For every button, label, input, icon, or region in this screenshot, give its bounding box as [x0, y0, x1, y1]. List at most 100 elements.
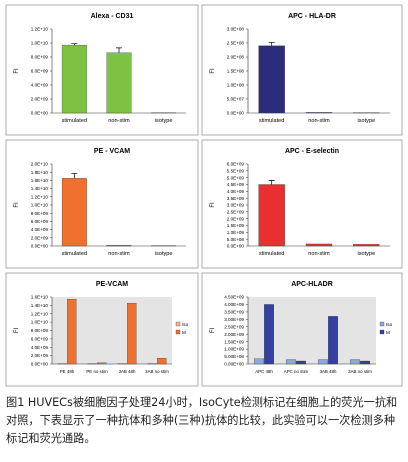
y-tick-label: 1.6E+10	[31, 295, 49, 300]
x-tick-label: PE 48h	[60, 369, 75, 374]
bar	[61, 44, 87, 114]
bar	[67, 298, 77, 365]
chart-title: APC-HLADR	[291, 281, 333, 288]
y-tick-label: 0.0E+00	[31, 244, 49, 249]
chart-title: PE - VCAM	[94, 148, 130, 155]
y-tick-label: 2.0E+10	[31, 162, 49, 167]
x-tick-label: stimulated	[62, 251, 88, 257]
y-tick-label: 5.0E+07	[227, 97, 245, 102]
y-axis-label: FI	[210, 68, 216, 74]
bar	[254, 358, 264, 365]
y-tick-label: 4.00E+09	[224, 302, 244, 307]
bar	[318, 359, 328, 365]
error-bar	[71, 43, 78, 46]
y-tick-label: 1.6E+10	[31, 178, 49, 183]
y-axis-label: FI	[14, 202, 20, 208]
y-tick-label: 5.0E+08	[227, 237, 245, 242]
y-axis-label: FI	[210, 202, 216, 208]
x-tick-label: 3AB no stim	[348, 369, 372, 374]
y-tick-label: 3.5E+09	[227, 196, 245, 201]
y-tick-label: 1.0E+10	[31, 41, 49, 46]
x-tick-label: isotype	[155, 118, 173, 124]
y-tick-label: 4.0E+09	[31, 345, 49, 350]
y-tick-label: 5.00E+08	[224, 354, 244, 359]
y-tick-label: 2.0E+09	[31, 235, 49, 240]
legend-swatch	[175, 329, 181, 335]
chart-title: PE-VCAM	[96, 281, 128, 288]
y-tick-label: 3.00E+09	[224, 317, 244, 322]
y-tick-label: 2.5E+09	[227, 209, 245, 214]
bar	[286, 359, 296, 365]
chart-frame	[201, 4, 403, 136]
error-bar	[268, 42, 275, 46]
y-tick-label: 4.5E+09	[227, 182, 245, 187]
y-tick-label: 1.0E+10	[31, 203, 49, 208]
x-tick-label: 3AB no stim	[145, 369, 169, 374]
x-tick-label: isotype	[155, 251, 173, 257]
x-tick-label: stimulated	[259, 118, 285, 124]
y-tick-label: 8.0E+09	[31, 211, 49, 216]
x-tick-label: 3AB 48h	[320, 369, 337, 374]
y-tick-label: 1.5E+08	[227, 69, 245, 74]
bar	[157, 357, 167, 365]
y-tick-label: 4.50E+09	[224, 295, 244, 300]
error-bar	[268, 180, 275, 185]
bar	[350, 359, 360, 365]
y-tick-label: 5.5E+09	[227, 168, 245, 173]
figure: Alexa - CD31 FI 0.0E+00 2.0E+09 4.0E+09 6.0E+…	[5, 4, 403, 387]
y-tick-label: 6.0E+09	[227, 162, 245, 167]
bar	[258, 184, 285, 247]
y-tick-label: 1.0E+08	[227, 83, 245, 88]
y-tick-label: 1.2E+10	[31, 27, 49, 32]
x-tick-label: non-stim	[108, 251, 130, 257]
bar	[360, 360, 370, 365]
y-tick-label: 3.0E+08	[227, 27, 245, 32]
bar	[296, 360, 306, 365]
y-tick-label: 6.0E+09	[31, 69, 49, 74]
legend-label: M	[182, 330, 186, 335]
legend-label: M	[386, 330, 390, 335]
y-tick-label: 4.0E+09	[227, 189, 245, 194]
bar	[97, 362, 107, 365]
bar	[305, 112, 333, 114]
legend-swatch	[379, 321, 385, 327]
x-tick-label: APC 48h	[255, 369, 273, 374]
y-axis-label: FI	[210, 328, 216, 334]
y-tick-label: 3.50E+09	[224, 309, 244, 314]
y-tick-label: 1.0E+09	[227, 230, 245, 235]
y-tick-label: 1.8E+10	[31, 170, 49, 175]
bar	[127, 303, 137, 365]
y-tick-label: 2.00E+09	[224, 332, 244, 337]
y-tick-label: 1.00E+09	[224, 347, 244, 352]
bar	[264, 304, 274, 365]
x-tick-label: non-stim	[308, 251, 330, 257]
x-tick-label: isotype	[357, 118, 375, 124]
legend-swatch	[379, 329, 385, 335]
y-tick-label: 6.0E+09	[31, 219, 49, 224]
x-tick-label: PE no stim	[86, 369, 108, 374]
y-tick-label: 2.0E+09	[31, 97, 49, 102]
y-tick-label: 1.0E+10	[31, 320, 49, 325]
x-tick-label: stimulated	[259, 251, 285, 257]
y-tick-label: 6.0E+09	[31, 336, 49, 341]
y-tick-label: 0.0E+00	[31, 362, 49, 367]
y-tick-label: 0.0E+00	[227, 244, 245, 249]
x-tick-label: isotype	[357, 251, 375, 257]
y-tick-label: 4.0E+09	[31, 227, 49, 232]
x-tick-label: APC no stim	[284, 369, 309, 374]
chart-title: APC - HLA-DR	[288, 13, 336, 20]
chart-frame	[5, 139, 199, 269]
x-tick-label: stimulated	[62, 118, 88, 124]
y-tick-label: 8.0E+09	[31, 55, 49, 60]
chart-frame	[5, 4, 199, 136]
bar	[61, 178, 87, 247]
y-axis-label: FI	[14, 68, 20, 74]
y-tick-label: 1.4E+10	[31, 303, 49, 308]
y-tick-label: 5.0E+09	[227, 175, 245, 180]
y-tick-label: 2.0E+09	[227, 216, 245, 221]
y-tick-label: 0.0E+00	[31, 111, 49, 116]
y-tick-label: 2.0E+09	[31, 353, 49, 358]
bar	[258, 45, 285, 114]
error-bar	[71, 173, 78, 179]
y-tick-label: 1.4E+10	[31, 186, 49, 191]
